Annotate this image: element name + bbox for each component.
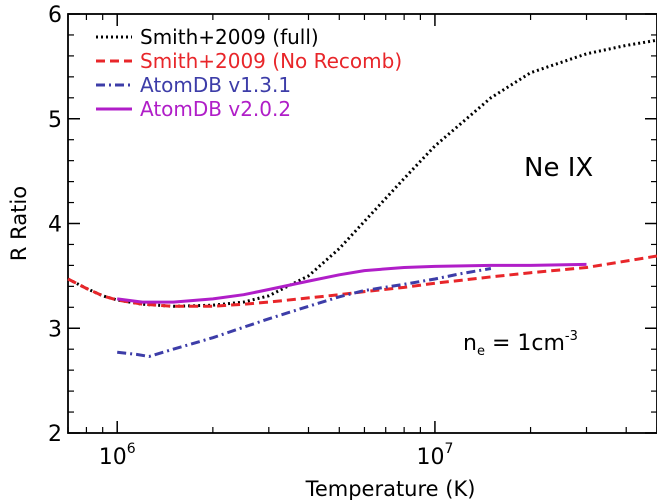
density-subscript: e bbox=[477, 344, 485, 359]
density-symbol: n bbox=[463, 331, 477, 356]
legend-label-3: AtomDB v1.3.1 bbox=[140, 73, 291, 97]
legend-label-2: Smith+2009 (No Recomb) bbox=[140, 49, 402, 73]
y-tick-label: 3 bbox=[48, 317, 62, 342]
x-tick-label: 106 bbox=[99, 441, 136, 470]
legend-label-1: Smith+2009 (full) bbox=[140, 25, 319, 49]
density-label: ne = 1cm-3 bbox=[463, 329, 578, 359]
x-axis-title: Temperature (K) bbox=[305, 477, 476, 500]
y-tick-label: 2 bbox=[48, 422, 62, 447]
legend-label-4: AtomDB v2.0.2 bbox=[140, 97, 291, 121]
chart-legend: Smith+2009 (full)Smith+2009 (No Recomb)A… bbox=[96, 25, 402, 121]
series-line-4 bbox=[117, 262, 587, 304]
density-value: = 1cm bbox=[485, 331, 565, 356]
x-tick-exponent: 7 bbox=[444, 441, 453, 457]
series-layer bbox=[67, 38, 657, 358]
series-line-3 bbox=[117, 267, 492, 358]
y-tick-label: 6 bbox=[48, 3, 62, 28]
x-tick-base: 10 bbox=[416, 445, 444, 470]
density-exponent: -3 bbox=[565, 329, 578, 344]
y-axis-title: R Ratio bbox=[7, 186, 31, 261]
x-tick-exponent: 6 bbox=[127, 441, 136, 457]
x-tick-label: 107 bbox=[416, 441, 453, 470]
y-tick-label: 5 bbox=[48, 108, 62, 133]
series-line-1 bbox=[67, 38, 657, 308]
series-line-2 bbox=[67, 254, 657, 308]
annotations-layer: Ne IX ne = 1cm-3 bbox=[463, 153, 593, 359]
ion-label: Ne IX bbox=[524, 153, 593, 183]
x-tick-base: 10 bbox=[99, 445, 127, 470]
y-tick-label: 4 bbox=[48, 213, 62, 238]
